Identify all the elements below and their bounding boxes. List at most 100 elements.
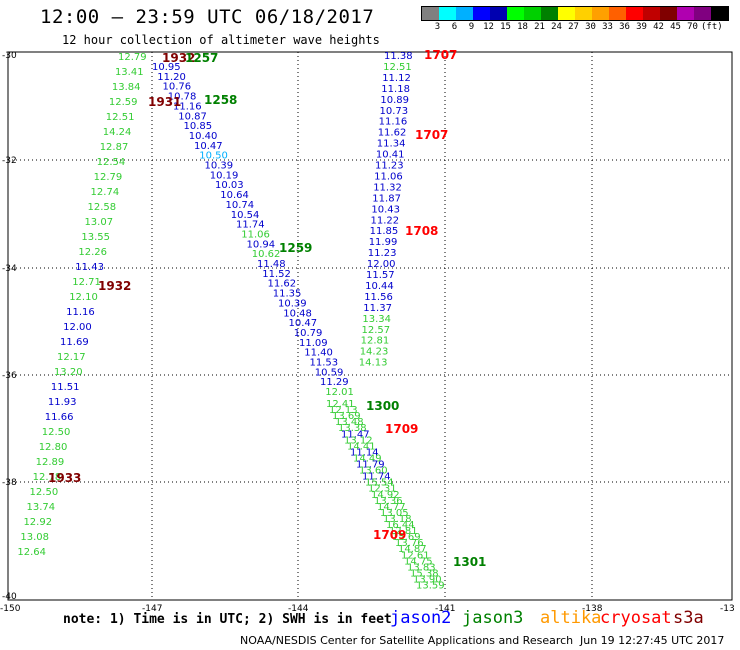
swh-mid-track: 12.01 — [325, 387, 354, 398]
swh-mid-track: 11.62 — [268, 279, 297, 290]
legend-label: 21 — [534, 22, 545, 32]
time-label: 1301 — [453, 555, 486, 569]
legend-label: 36 — [619, 22, 630, 32]
swh-left-track: 14.24 — [103, 127, 132, 138]
swh-right-track: 11.23 — [368, 248, 397, 259]
legend-label: 33 — [602, 22, 613, 32]
legend-swatch — [422, 7, 439, 20]
swh-left-track: 12.58 — [88, 202, 117, 213]
legend-swatch — [711, 7, 728, 20]
swh-mid-track: 10.85 — [184, 121, 213, 132]
swh-mid-track: 11.20 — [157, 72, 186, 83]
swh-lower-track: 14.92 — [371, 490, 400, 501]
time-label: 1300 — [366, 399, 399, 413]
swh-left-track: 11.51 — [51, 382, 80, 393]
credit-text: NOAA/NESDIS Center for Satellite Applica… — [240, 634, 574, 647]
swh-mid-track: 10.76 — [163, 82, 192, 93]
swh-left-track: 12.80 — [39, 442, 68, 453]
swh-mid-track: 10.39 — [278, 298, 307, 309]
legend-swatch — [660, 7, 677, 20]
swh-mid-track: 11.16 — [173, 101, 202, 112]
swh-lower-track: 13.83 — [407, 562, 436, 573]
swh-right-track: 12.81 — [361, 336, 390, 347]
swh-lower-track: 13.76 — [395, 538, 424, 549]
swh-lower-track: 16.44 — [386, 520, 415, 531]
lat-label: -36 — [2, 371, 17, 381]
swh-left-track: 12.89 — [36, 457, 65, 468]
lon-label: -147 — [142, 604, 162, 614]
swh-left-track: 13.74 — [27, 502, 56, 513]
time-label: 1709 — [373, 528, 406, 542]
legend-swatch — [507, 7, 524, 20]
swh-left-track: 12.64 — [17, 547, 46, 558]
swh-right-track: 11.62 — [378, 128, 407, 139]
legend-label: 6 — [451, 22, 458, 32]
swh-lower-track: 13.90 — [413, 574, 442, 585]
swh-mid-track: 10.47 — [289, 318, 318, 329]
satellite-jason2: jason2 — [390, 608, 452, 628]
time-label: 1707 — [424, 48, 457, 62]
lat-label: -32 — [2, 156, 17, 166]
swh-left-track: 12.59 — [109, 97, 138, 108]
legend-swatch — [575, 7, 592, 20]
legend-swatch — [490, 7, 507, 20]
swh-right-track: 11.16 — [379, 117, 408, 128]
time-label: 1709 — [385, 422, 418, 436]
legend-swatch — [558, 7, 575, 20]
swh-lower-track: 13.05 — [380, 508, 409, 519]
time-label: 1707 — [415, 128, 448, 142]
swh-right-track: 12.57 — [362, 325, 391, 336]
legend-swatch — [439, 7, 456, 20]
swh-lower-track: 13.36 — [374, 496, 403, 507]
swh-mid-track: 11.48 — [257, 259, 286, 270]
legend-label: 45 — [670, 22, 681, 32]
swh-mid-track: 10.78 — [168, 92, 197, 103]
legend-label: 18 — [517, 22, 528, 32]
legend-label: 39 — [636, 22, 647, 32]
swh-left-track: 12.17 — [57, 352, 86, 363]
swh-right-track: 11.23 — [375, 161, 404, 172]
swh-left-track: 12.79 — [94, 172, 123, 183]
swh-lower-track: 14.77 — [377, 502, 406, 513]
swh-mid-track: 10.19 — [210, 170, 239, 181]
swh-lower-track: 13.69 — [332, 411, 361, 422]
time-label: 1932 — [98, 279, 131, 293]
legend-swatch — [677, 7, 694, 20]
swh-left-track: 12.51 — [106, 112, 135, 123]
swh-left-track: 12.92 — [23, 517, 52, 528]
satellite-s3a: s3a — [673, 608, 704, 628]
swh-left-track: 12.54 — [97, 157, 126, 168]
legend-label: 70 — [687, 22, 698, 32]
swh-lower-track: 11.47 — [341, 429, 370, 440]
swh-lower-track: 14.87 — [398, 544, 427, 555]
swh-right-track: 11.32 — [373, 182, 402, 193]
swh-lower-track: 14.41 — [347, 441, 376, 452]
swh-lower-track: 12.31 — [368, 484, 397, 495]
swh-mid-track: 10.40 — [189, 131, 218, 142]
legend-label: (ft) — [701, 22, 723, 32]
swh-left-track: 12.74 — [91, 187, 120, 198]
swh-right-track: 10.89 — [380, 95, 409, 106]
time-label: 1932 — [162, 51, 195, 65]
swh-mid-track: 10.03 — [215, 180, 244, 191]
swh-left-track: 13.41 — [115, 67, 144, 78]
legend-swatch — [541, 7, 558, 20]
swh-mid-track: 10.95 — [152, 62, 181, 73]
swh-right-track: 11.99 — [369, 237, 398, 248]
lon-label: -150 — [0, 604, 21, 614]
swh-right-track: 14.23 — [360, 347, 389, 358]
swh-left-track: 11.43 — [75, 262, 104, 273]
swh-right-track: 11.18 — [381, 84, 410, 95]
swh-right-track: 11.38 — [384, 51, 413, 62]
swh-mid-track: 10.54 — [231, 210, 260, 221]
swh-left-track: 12.50 — [30, 487, 59, 498]
swh-lower-track: 13.48 — [335, 417, 364, 428]
legend-swatch — [609, 7, 626, 20]
time-label: 1258 — [204, 93, 237, 107]
satellite-altika: altika — [540, 608, 602, 628]
color-scale-legend — [421, 6, 729, 21]
swh-left-track: 12.10 — [69, 292, 98, 303]
swh-mid-track: 11.74 — [236, 220, 265, 231]
legend-label: 3 — [434, 22, 441, 32]
